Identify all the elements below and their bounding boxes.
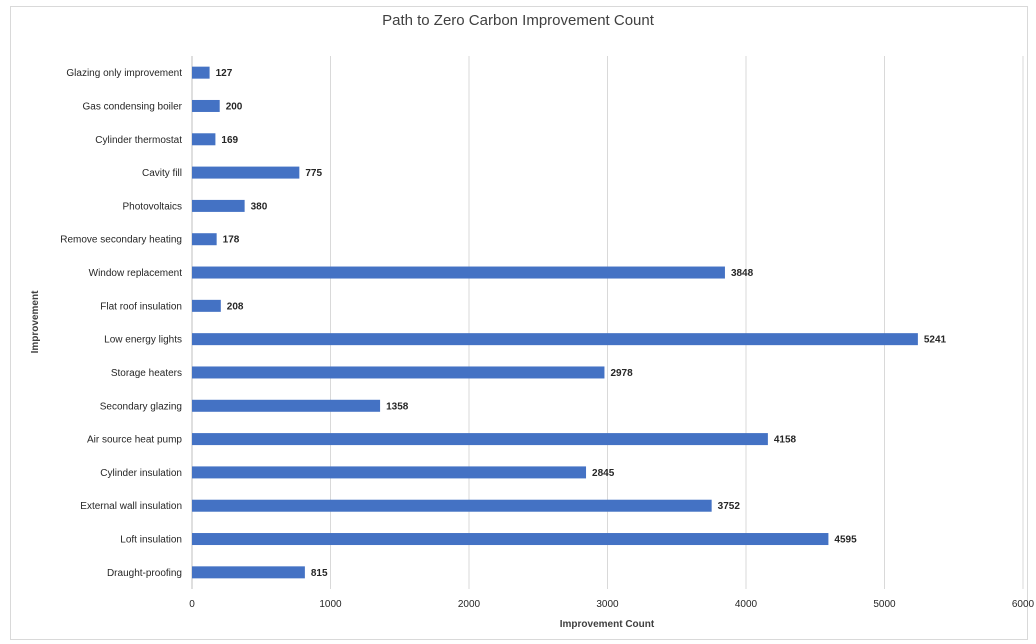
- data-label: 3848: [731, 268, 754, 279]
- category-label: Gas condensing boiler: [82, 101, 182, 112]
- chart-title: Path to Zero Carbon Improvement Count: [382, 12, 654, 29]
- data-label: 1358: [386, 401, 409, 412]
- bar: [192, 299, 221, 312]
- y-axis-title: Improvement: [30, 290, 41, 353]
- x-tick-label: 6000: [1012, 599, 1035, 610]
- x-tick-label: 1000: [319, 599, 342, 610]
- x-tick-label: 2000: [458, 599, 481, 610]
- data-label: 200: [226, 101, 243, 112]
- bar: [192, 333, 918, 346]
- data-label: 3752: [718, 501, 741, 512]
- category-label: Remove secondary heating: [60, 235, 182, 246]
- category-label: Storage heaters: [111, 368, 182, 379]
- bars: [192, 66, 918, 579]
- tick-labels: 0 1000 2000 3000 4000 5000 6000: [189, 599, 1034, 610]
- category-labels: Glazing only improvement Gas condensing b…: [60, 68, 182, 579]
- data-label: 4158: [774, 435, 797, 446]
- data-label: 5241: [924, 335, 947, 346]
- x-tick-label: 4000: [735, 599, 758, 610]
- category-label: Cavity fill: [142, 168, 182, 179]
- category-label: Glazing only improvement: [66, 68, 182, 79]
- bar: [192, 199, 245, 212]
- data-label: 815: [311, 568, 328, 579]
- data-label: 4595: [834, 535, 857, 546]
- data-label: 2845: [592, 468, 615, 479]
- category-label: Draught-proofing: [107, 568, 182, 579]
- bar: [192, 99, 220, 112]
- category-label: Loft insulation: [120, 535, 182, 546]
- bar: [192, 366, 605, 379]
- category-label: External wall insulation: [80, 501, 182, 512]
- category-label: Flat roof insulation: [100, 301, 182, 312]
- bar: [192, 533, 829, 546]
- x-tick-label: 3000: [596, 599, 619, 610]
- data-label: 380: [251, 201, 268, 212]
- bar: [192, 433, 768, 446]
- x-tick-label: 0: [189, 599, 195, 610]
- data-label: 208: [227, 301, 244, 312]
- data-labels: 127 200 169 775 380 178 3848 208 5241 2978 1358 415…: [216, 68, 947, 579]
- category-label: Low energy lights: [104, 335, 182, 346]
- data-label: 178: [223, 235, 240, 246]
- bar: [192, 466, 587, 479]
- bar: [192, 499, 712, 512]
- category-label: Window replacement: [89, 268, 183, 279]
- data-label: 127: [216, 68, 233, 79]
- category-label: Photovoltaics: [123, 201, 182, 212]
- data-label: 775: [305, 168, 322, 179]
- data-label: 2978: [610, 368, 633, 379]
- category-label: Cylinder thermostat: [95, 135, 182, 146]
- data-label: 169: [221, 135, 238, 146]
- bar: [192, 566, 305, 579]
- bar: [192, 399, 381, 412]
- category-label: Air source heat pump: [87, 435, 182, 446]
- bar: [192, 133, 216, 146]
- category-label: Secondary glazing: [100, 401, 182, 412]
- x-axis-title: Improvement Count: [560, 619, 655, 630]
- bar: [192, 266, 725, 279]
- category-label: Cylinder insulation: [100, 468, 182, 479]
- bar: [192, 166, 300, 179]
- x-tick-label: 5000: [873, 599, 896, 610]
- bar: [192, 233, 217, 246]
- bar: [192, 66, 210, 79]
